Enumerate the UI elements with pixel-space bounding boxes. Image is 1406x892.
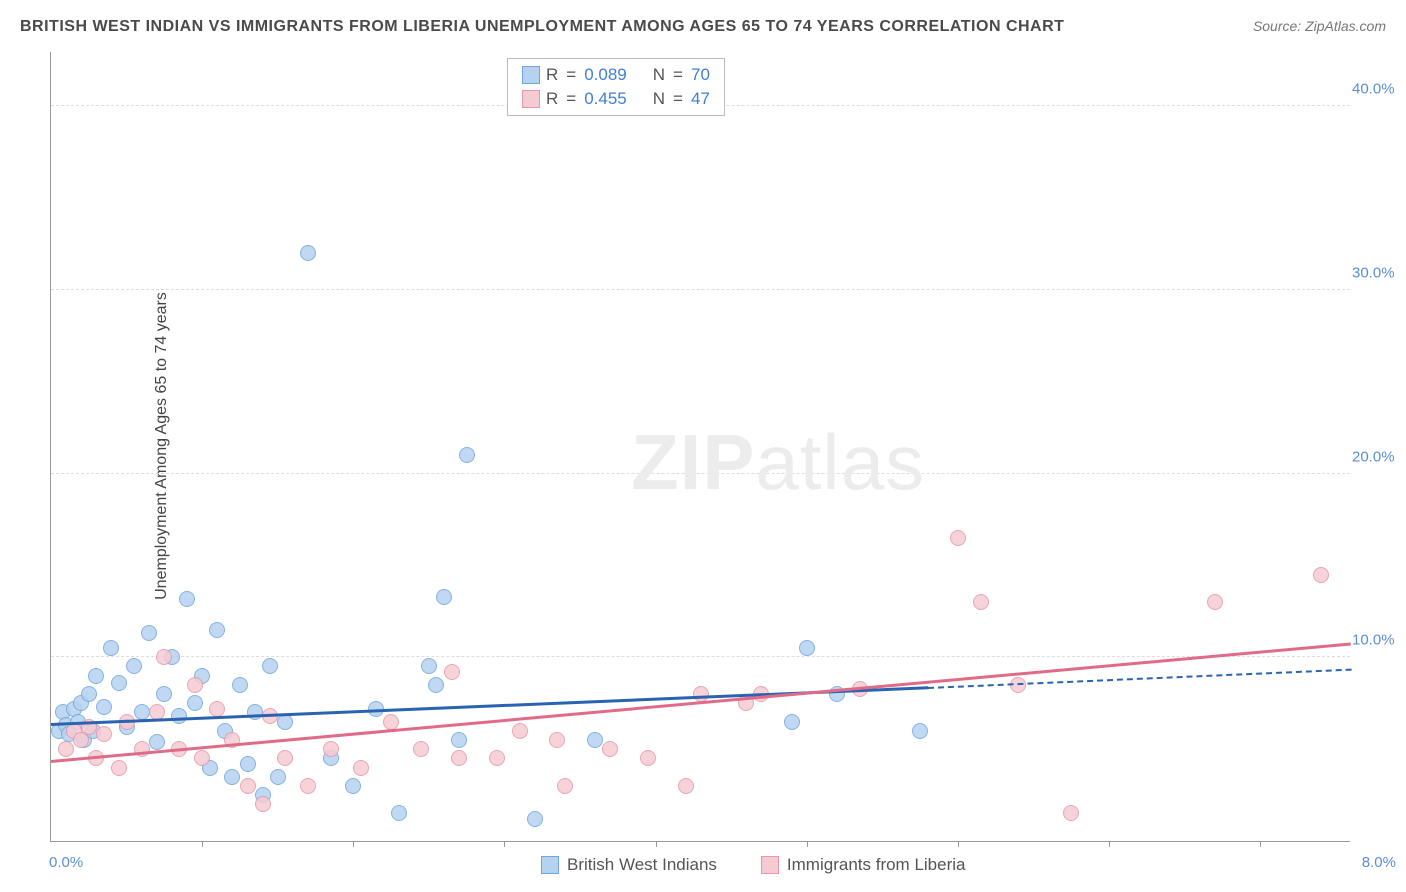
data-point: [149, 734, 165, 750]
data-point: [232, 677, 248, 693]
x-tick: [1109, 841, 1110, 847]
data-point: [240, 756, 256, 772]
data-point: [277, 714, 293, 730]
data-point: [1063, 805, 1079, 821]
y-tick-label: 40.0%: [1352, 81, 1400, 98]
data-point: [300, 245, 316, 261]
chart-title: BRITISH WEST INDIAN VS IMMIGRANTS FROM L…: [20, 18, 1064, 36]
data-point: [1207, 594, 1223, 610]
data-point: [640, 750, 656, 766]
x-tick-label: 8.0%: [1362, 854, 1396, 871]
data-point: [512, 723, 528, 739]
data-point: [353, 760, 369, 776]
data-point: [549, 732, 565, 748]
data-point: [799, 640, 815, 656]
data-point: [391, 805, 407, 821]
x-tick: [958, 841, 959, 847]
data-point: [436, 589, 452, 605]
data-point: [111, 675, 127, 691]
legend-swatch: [522, 66, 540, 84]
data-point: [96, 726, 112, 742]
data-point: [240, 778, 256, 794]
legend-stats-row: R=0.455N=47: [522, 87, 710, 111]
data-point: [96, 699, 112, 715]
x-tick: [1260, 841, 1261, 847]
data-point: [383, 714, 399, 730]
data-point: [141, 625, 157, 641]
correlation-chart: BRITISH WEST INDIAN VS IMMIGRANTS FROM L…: [0, 0, 1406, 892]
data-point: [459, 447, 475, 463]
data-point: [912, 723, 928, 739]
legend-swatch: [522, 90, 540, 108]
data-point: [602, 741, 618, 757]
data-point: [413, 741, 429, 757]
data-point: [489, 750, 505, 766]
trend-line: [51, 642, 1351, 762]
data-point: [451, 750, 467, 766]
data-point: [557, 778, 573, 794]
data-point: [277, 750, 293, 766]
data-point: [209, 701, 225, 717]
legend-swatch: [541, 856, 559, 874]
x-tick: [504, 841, 505, 847]
data-point: [428, 677, 444, 693]
gridline: [51, 656, 1350, 657]
data-point: [345, 778, 361, 794]
x-tick: [807, 841, 808, 847]
legend-label: British West Indians: [567, 855, 717, 875]
y-tick-label: 10.0%: [1352, 632, 1400, 649]
data-point: [262, 658, 278, 674]
legend-label: Immigrants from Liberia: [787, 855, 966, 875]
data-point: [209, 622, 225, 638]
data-point: [527, 811, 543, 827]
data-point: [973, 594, 989, 610]
data-point: [451, 732, 467, 748]
gridline: [51, 473, 1350, 474]
plot-area: 10.0%20.0%30.0%40.0%0.0%8.0%ZIPatlasR=0.…: [50, 52, 1350, 842]
data-point: [111, 760, 127, 776]
data-point: [421, 658, 437, 674]
data-point: [247, 704, 263, 720]
data-point: [171, 708, 187, 724]
legend-item: British West Indians: [541, 855, 717, 875]
series-legend: British West Indians Immigrants from Libe…: [541, 855, 965, 875]
data-point: [1313, 567, 1329, 583]
data-point: [187, 677, 203, 693]
data-point: [323, 741, 339, 757]
x-tick: [202, 841, 203, 847]
data-point: [784, 714, 800, 730]
x-tick: [656, 841, 657, 847]
trend-line-extrapolated: [928, 668, 1351, 688]
data-point: [58, 741, 74, 757]
x-tick: [353, 841, 354, 847]
y-tick-label: 20.0%: [1352, 448, 1400, 465]
data-point: [103, 640, 119, 656]
data-point: [179, 591, 195, 607]
data-point: [156, 649, 172, 665]
data-point: [950, 530, 966, 546]
data-point: [255, 796, 271, 812]
legend-item: Immigrants from Liberia: [761, 855, 966, 875]
legend-stats-row: R=0.089N=70: [522, 63, 710, 87]
source-attribution: Source: ZipAtlas.com: [1253, 18, 1386, 34]
data-point: [587, 732, 603, 748]
y-tick-label: 30.0%: [1352, 264, 1400, 281]
data-point: [88, 668, 104, 684]
data-point: [187, 695, 203, 711]
watermark: ZIPatlas: [631, 417, 925, 508]
data-point: [224, 769, 240, 785]
data-point: [270, 769, 286, 785]
data-point: [300, 778, 316, 794]
gridline: [51, 289, 1350, 290]
data-point: [126, 658, 142, 674]
data-point: [444, 664, 460, 680]
data-point: [81, 686, 97, 702]
data-point: [194, 750, 210, 766]
legend-swatch: [761, 856, 779, 874]
x-tick-label: 0.0%: [49, 854, 83, 871]
data-point: [156, 686, 172, 702]
data-point: [678, 778, 694, 794]
legend-stats: R=0.089N=70R=0.455N=47: [507, 58, 725, 116]
